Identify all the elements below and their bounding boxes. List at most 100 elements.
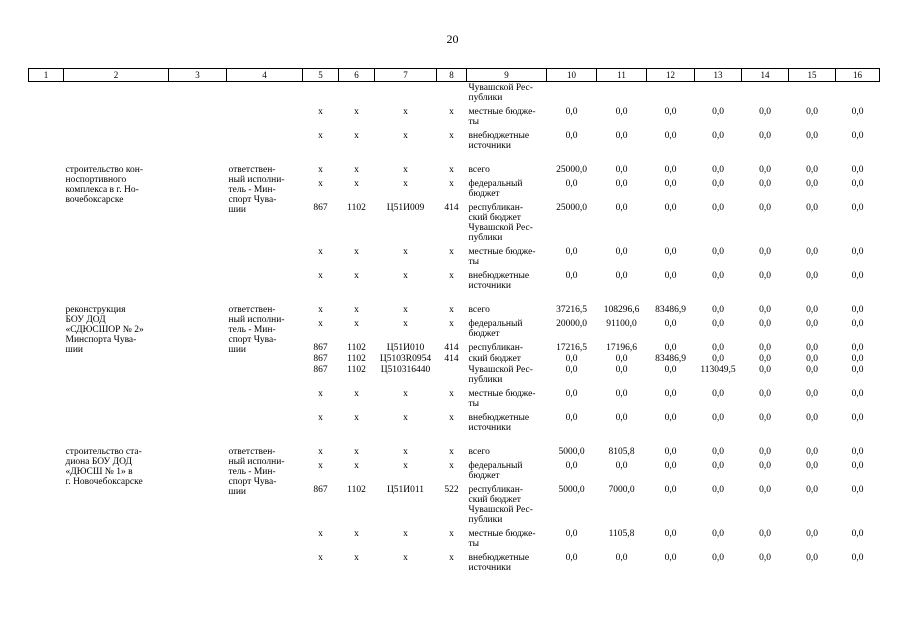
code-cell: Ц51И010	[386, 343, 425, 353]
value-cell: 0,0	[851, 179, 864, 189]
value-cell: 0,0	[664, 107, 677, 117]
value-cell: 0,0	[806, 447, 818, 457]
value-cell: 0,0	[759, 131, 771, 141]
code-cell: х	[449, 319, 454, 329]
budget-source-cell: ский бюджет	[468, 354, 521, 364]
code-cell: 867	[313, 203, 328, 213]
budget-source-cell: внебюджетные источники	[468, 553, 530, 573]
code-cell: Ц5103R0954	[379, 354, 432, 364]
project-cell	[64, 82, 169, 155]
table-row: х х х х местные бюдже- ты 0,0 0,0 0,0 0,0 0,0 0,0 0…	[29, 388, 880, 412]
executor-cell: ответствен- ный исполни- тель - Мин- спо…	[228, 447, 285, 497]
code-cell: х	[354, 107, 359, 117]
code-cell: х	[403, 413, 408, 423]
table-row: строительство кон- носпортивного комплек…	[29, 164, 880, 215]
code-cell: х	[354, 305, 359, 315]
value-cell: 20000,0	[556, 319, 587, 329]
value-cell: 0,0	[615, 365, 628, 375]
value-cell: 0,0	[851, 271, 864, 281]
value-cell	[695, 82, 742, 107]
code-cell: х	[354, 179, 359, 189]
column-number-cell: 16	[835, 68, 880, 82]
code-cell: х	[318, 447, 323, 457]
code-cell: х	[449, 529, 454, 539]
value-cell: 0,0	[664, 413, 677, 423]
value-cell: 113049,5	[700, 365, 736, 375]
code-cell: 1102	[347, 485, 366, 495]
value-cell: 0,0	[615, 179, 628, 189]
value-cell: 0,0	[712, 447, 724, 457]
value-cell	[789, 82, 836, 107]
code-cell: 1102	[347, 354, 366, 364]
value-cell: 0,0	[806, 553, 818, 563]
table-row: х х х х местные бюдже- ты 0,0 1105,8 0,0 0,0 0,0 0…	[29, 528, 880, 552]
value-cell: 0,0	[664, 485, 677, 495]
value-cell: 0,0	[759, 485, 771, 495]
code-cell: х	[318, 179, 323, 189]
budget-source-cell: федеральный бюджет	[468, 179, 523, 199]
value-cell: 0,0	[851, 461, 864, 471]
value-cell	[742, 82, 789, 107]
executor-cell	[227, 82, 303, 155]
code-cell: х	[449, 553, 454, 563]
code-cell: 1102	[347, 203, 366, 213]
code-cell: х	[354, 413, 359, 423]
value-cell: 0,0	[851, 107, 864, 117]
block-spacer	[29, 294, 880, 304]
column-number-cell: 12	[646, 68, 695, 82]
column-number-cell: 13	[694, 68, 742, 82]
value-cell: 0,0	[664, 529, 677, 539]
value-cell: 0,0	[851, 553, 864, 563]
column-number-cell: 9	[466, 68, 547, 82]
value-cell: 0,0	[712, 319, 724, 329]
row-index-cell	[29, 304, 64, 436]
value-cell: 0,0	[712, 389, 724, 399]
value-cell: 0,0	[565, 553, 578, 563]
value-cell: 5000,0	[558, 447, 585, 457]
budget-source-cell: местные бюдже- ты	[468, 247, 536, 267]
value-cell: 0,0	[759, 365, 771, 375]
value-cell: 0,0	[565, 247, 578, 257]
project-cell: строительство кон- носпортивного комплек…	[65, 165, 144, 205]
code-cell: х	[354, 247, 359, 257]
table-body: Чувашской Рес- публики х х х х местные бюдже-…	[29, 82, 880, 577]
code-cell: х	[403, 131, 408, 141]
value-cell: 0,0	[664, 203, 677, 213]
grouping-cell	[169, 446, 227, 576]
value-cell: 0,0	[664, 389, 677, 399]
value-cell: 0,0	[615, 271, 628, 281]
value-cell: 0,0	[759, 305, 771, 315]
value-cell: 0,0	[712, 461, 724, 471]
column-number-cell: 10	[546, 68, 597, 82]
value-cell: 25000,0	[556, 165, 587, 175]
value-cell: 0,0	[615, 131, 628, 141]
table-row: х х х х федеральный бюджет 20000,0 91100,0 0,0 0…	[29, 318, 880, 342]
value-cell: 5000,0	[558, 485, 585, 495]
value-cell: 0,0	[565, 107, 578, 117]
code-cell: х	[354, 529, 359, 539]
budget-source-cell: местные бюдже- ты	[468, 529, 536, 549]
value-cell: 0,0	[806, 529, 818, 539]
code-cell: х	[318, 107, 323, 117]
code-cell: х	[403, 319, 408, 329]
value-cell: 0,0	[806, 179, 818, 189]
value-cell: 0,0	[851, 165, 864, 175]
table-header-row: 1 2 3 4 5 6 7 8 9 10 11 12 13 14 15 16	[28, 68, 880, 82]
code-cell: 1102	[347, 365, 366, 375]
column-number-cell: 5	[302, 68, 339, 82]
value-cell: 0,0	[615, 389, 628, 399]
budget-source-cell: федеральный бюджет	[468, 461, 523, 481]
column-number-cell: 8	[436, 68, 467, 82]
code-cell: Ц51И011	[386, 485, 425, 495]
value-cell: 0,0	[759, 413, 771, 423]
column-number-cell: 1	[28, 68, 64, 82]
value-cell: 0,0	[712, 305, 724, 315]
code-cell: х	[318, 271, 323, 281]
value-cell: 0,0	[664, 447, 677, 457]
code-cell: 414	[444, 343, 459, 353]
value-cell: 0,0	[712, 354, 724, 364]
executor-cell: ответствен- ный исполни- тель - Мин- спо…	[228, 305, 285, 355]
code-cell: х	[354, 131, 359, 141]
code-cell: х	[403, 389, 408, 399]
value-cell: 0,0	[565, 131, 578, 141]
